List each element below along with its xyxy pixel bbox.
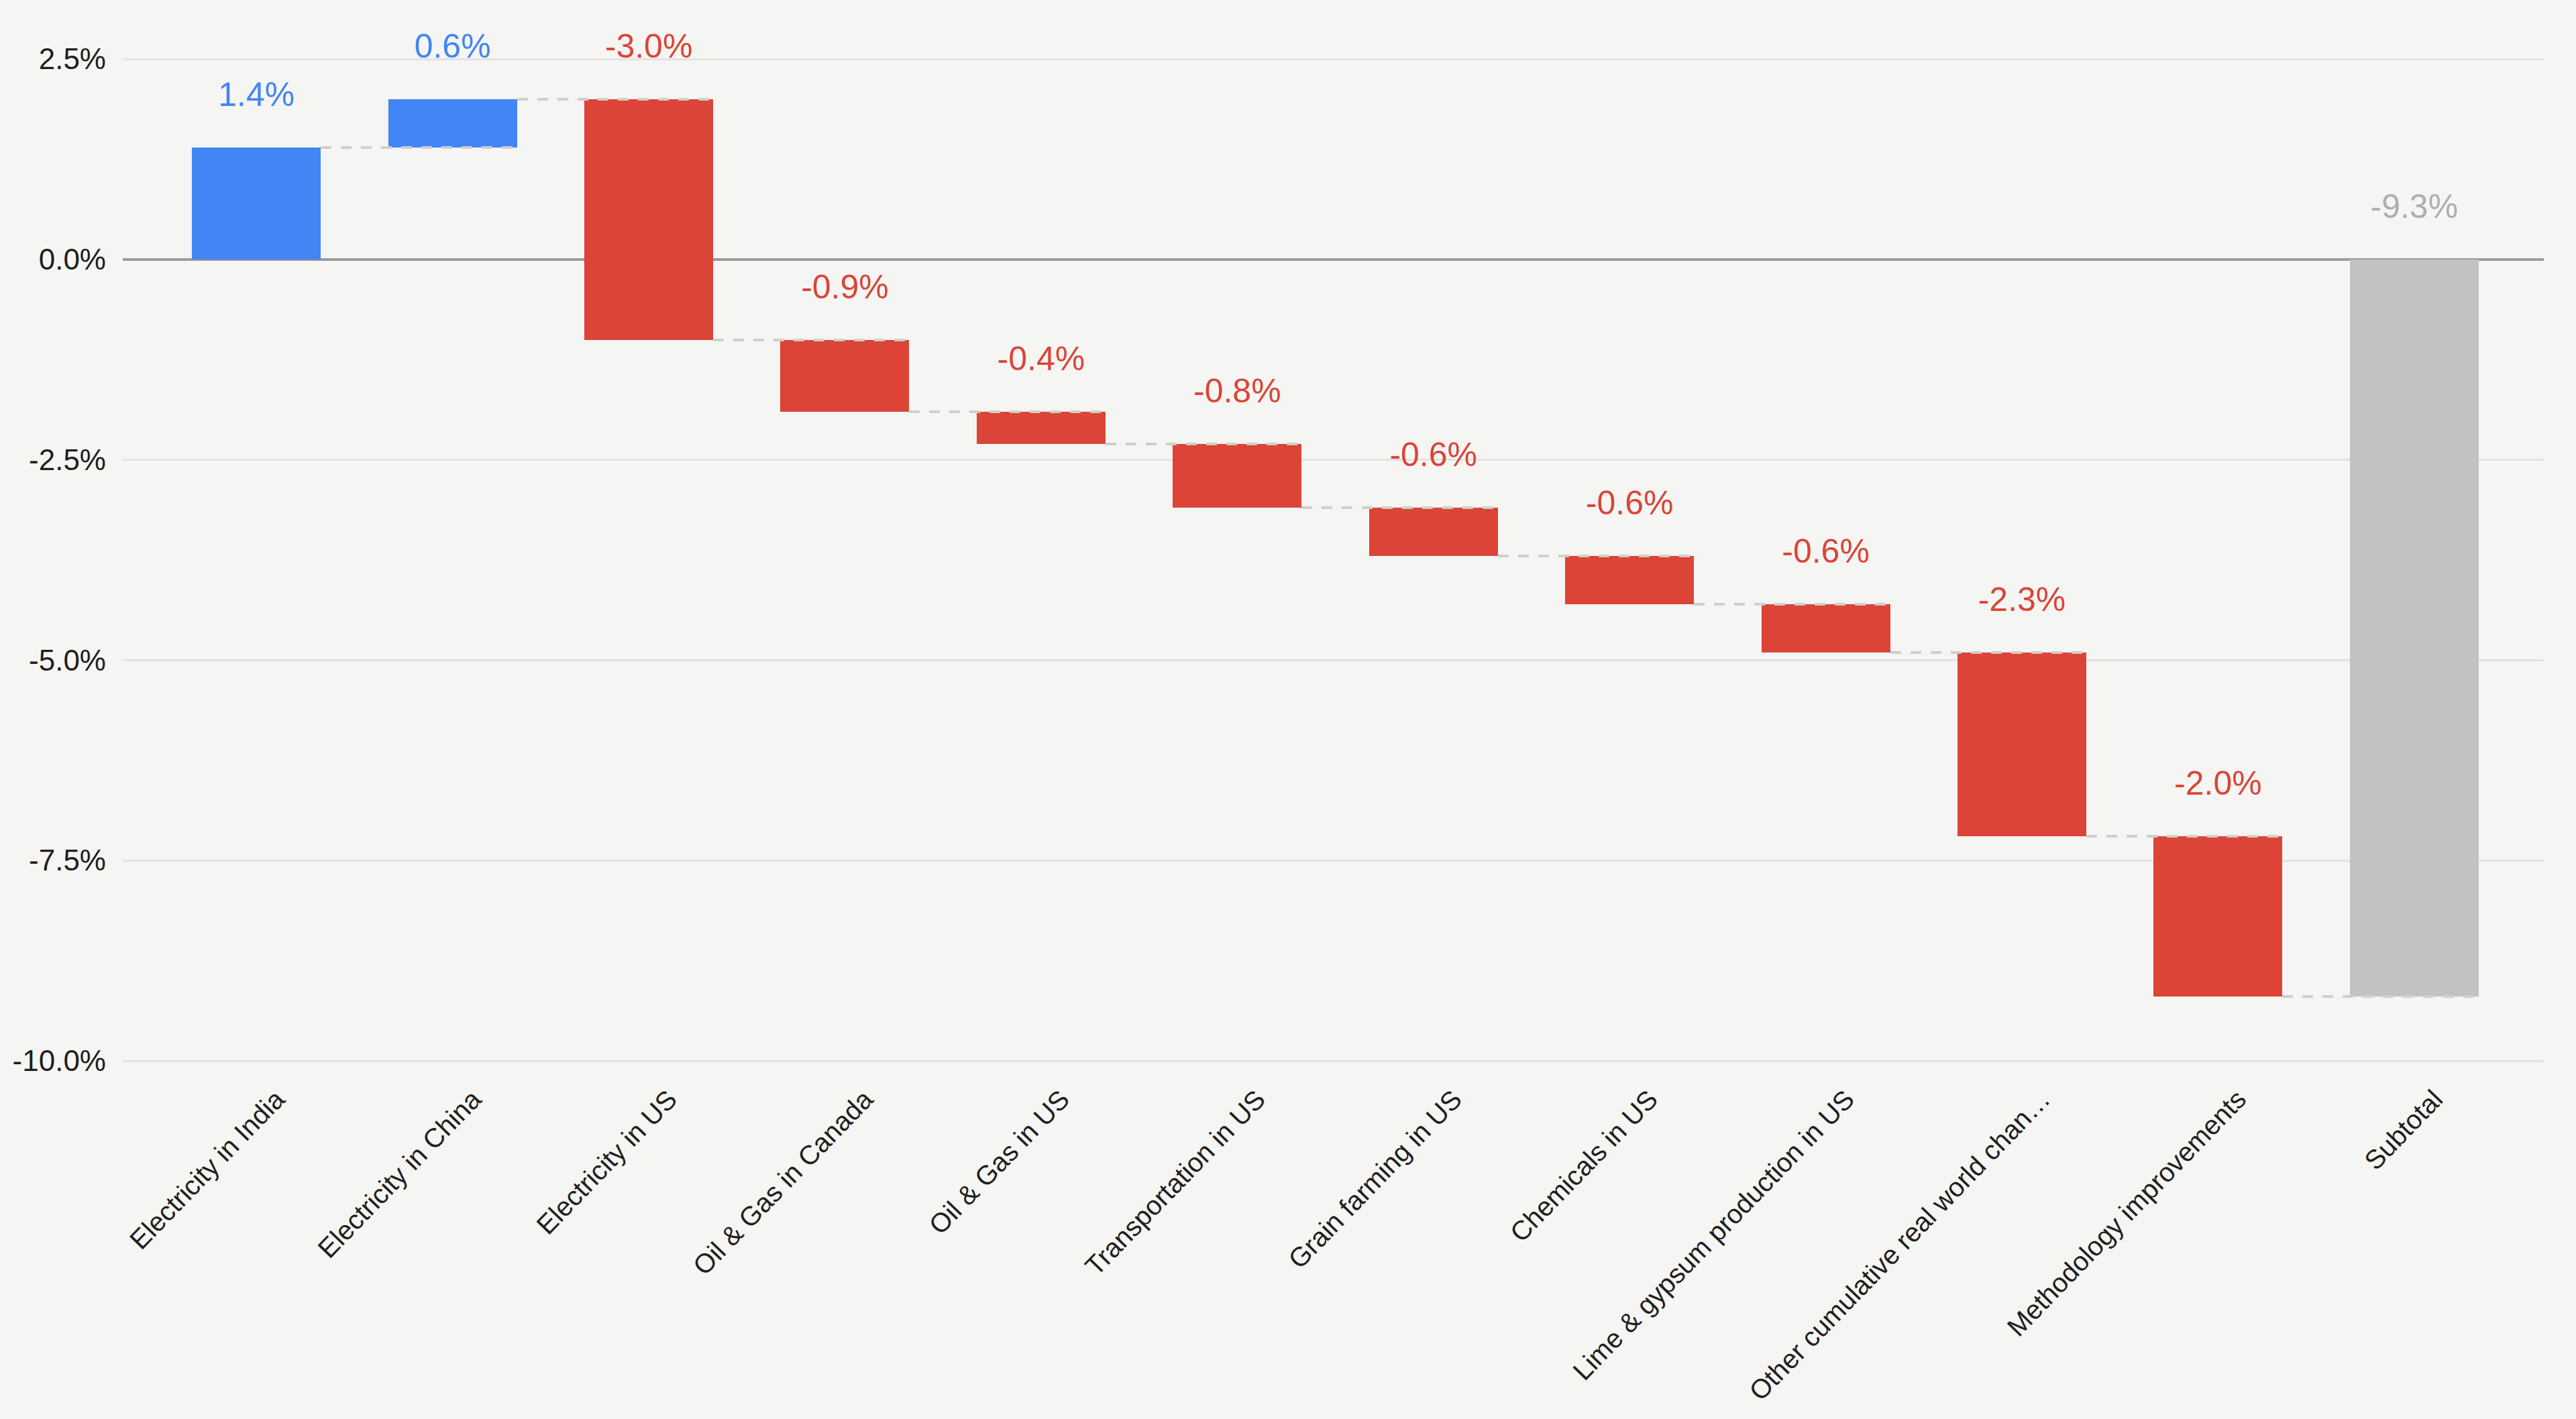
- x-axis-category-label: Oil & Gas in US: [699, 1084, 1075, 1419]
- waterfall-bar-decrease[interactable]: [1957, 652, 2086, 837]
- x-axis-category-label: Chemicals in US: [1287, 1084, 1664, 1419]
- connector-dashed-line: [1301, 506, 1497, 509]
- waterfall-bar-decrease[interactable]: [2153, 836, 2282, 997]
- connector-dashed-line: [909, 410, 1105, 413]
- connector-dashed-line: [517, 98, 713, 101]
- y-axis-tick-label: 0.0%: [0, 243, 106, 276]
- bar-value-label: -0.6%: [1685, 534, 1967, 568]
- waterfall-bar-decrease[interactable]: [780, 340, 909, 412]
- zero-axis-line: [123, 258, 2544, 261]
- x-axis-category-label: Subtotal: [2072, 1084, 2449, 1419]
- waterfall-bar-decrease[interactable]: [1565, 556, 1694, 604]
- waterfall-bar-subtotal[interactable]: [2350, 260, 2479, 997]
- bar-value-label: -0.6%: [1489, 486, 1770, 520]
- x-axis-category-label: Electricity in US: [307, 1084, 683, 1419]
- x-axis-category-label: Oil & Gas in Canada: [503, 1084, 879, 1419]
- waterfall-bar-decrease[interactable]: [1173, 444, 1301, 508]
- y-axis-tick-label: -7.5%: [0, 844, 106, 876]
- connector-dashed-line: [1106, 443, 1301, 445]
- gridline: [123, 659, 2544, 661]
- connector-dashed-line: [1890, 651, 2086, 654]
- bar-value-label: -2.0%: [2077, 767, 2359, 800]
- x-axis-category-label: Grain farming in US: [1091, 1084, 1468, 1419]
- y-axis-tick-label: -2.5%: [0, 444, 106, 476]
- waterfall-chart: 2.5%0.0%-2.5%-5.0%-7.5%-10.0% 1.4%0.6%-3…: [0, 0, 2576, 1419]
- waterfall-bar-increase[interactable]: [388, 99, 517, 148]
- connector-dashed-line: [321, 146, 517, 149]
- y-axis-tick-label: 2.5%: [0, 43, 106, 75]
- connector-dashed-line: [1694, 603, 1890, 606]
- bar-value-label: -0.6%: [1293, 438, 1574, 471]
- x-axis-category-label: Methodology improvements: [1876, 1084, 2252, 1419]
- connector-dashed-line: [2282, 995, 2478, 998]
- page-background: { "chart_data": { "type": "waterfall", "…: [0, 0, 2576, 1419]
- waterfall-bar-increase[interactable]: [192, 148, 321, 260]
- bar-value-label: -0.8%: [1096, 374, 1378, 408]
- waterfall-bar-decrease[interactable]: [1369, 508, 1498, 556]
- x-axis-category-label: Other cumulative real world chan…: [1680, 1084, 2056, 1419]
- connector-dashed-line: [2086, 835, 2282, 838]
- gridline: [123, 1060, 2544, 1062]
- y-axis-tick-label: -5.0%: [0, 644, 106, 677]
- x-axis-category-label: Electricity in India: [0, 1084, 290, 1419]
- waterfall-bar-decrease[interactable]: [584, 99, 713, 340]
- bar-value-label: -2.3%: [1881, 583, 2163, 616]
- x-axis-category-label: Lime & gypsum production in US: [1484, 1084, 1860, 1419]
- connector-dashed-line: [1498, 555, 1694, 557]
- bar-value-label: 1.4%: [115, 78, 397, 111]
- bar-value-label: -3.0%: [508, 30, 790, 63]
- x-axis-category-label: Transportation in US: [895, 1084, 1271, 1419]
- bar-value-label: -9.3%: [2273, 190, 2555, 223]
- bar-value-label: -0.4%: [900, 342, 1182, 376]
- connector-dashed-line: [713, 339, 909, 341]
- x-axis-category-label: Electricity in China: [111, 1084, 487, 1419]
- bar-value-label: -0.9%: [704, 270, 985, 304]
- y-axis-tick-label: -10.0%: [0, 1045, 106, 1077]
- waterfall-bar-decrease[interactable]: [1762, 604, 1890, 652]
- waterfall-bar-decrease[interactable]: [977, 412, 1106, 444]
